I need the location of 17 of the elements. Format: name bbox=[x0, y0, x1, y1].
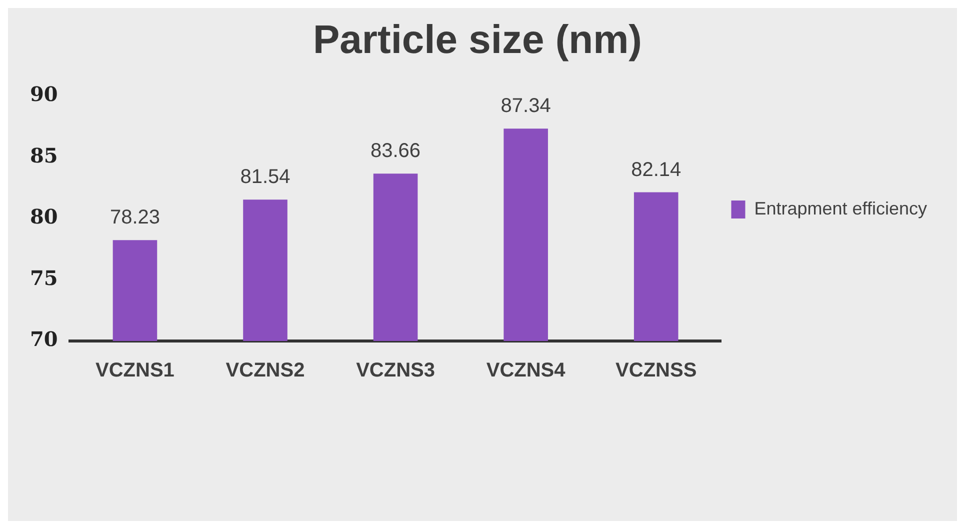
data-label: 82.14 bbox=[631, 158, 682, 181]
data-label: 87.34 bbox=[500, 95, 551, 118]
x-tick-label: VCZNS4 bbox=[486, 360, 566, 382]
data-label: 78.23 bbox=[110, 206, 160, 229]
x-tick-label: VCZNS1 bbox=[96, 360, 174, 382]
legend-label: Entrapment efficiency bbox=[754, 198, 928, 218]
data-label: 83.66 bbox=[370, 140, 421, 162]
x-tick-label: VCZNS2 bbox=[226, 360, 305, 382]
y-tick-label: 90 bbox=[30, 82, 58, 106]
data-label: 81.54 bbox=[240, 166, 290, 188]
y-tick-label: 85 bbox=[30, 143, 58, 168]
y-tick-label: 75 bbox=[30, 266, 58, 290]
chart-title: Particle size (nm) bbox=[312, 18, 642, 62]
x-tick-label: VCZNSS bbox=[616, 360, 697, 382]
y-tick-label: 80 bbox=[30, 204, 58, 229]
y-tick-label: 70 bbox=[30, 327, 58, 352]
x-tick-label: VCZNS3 bbox=[356, 360, 435, 382]
